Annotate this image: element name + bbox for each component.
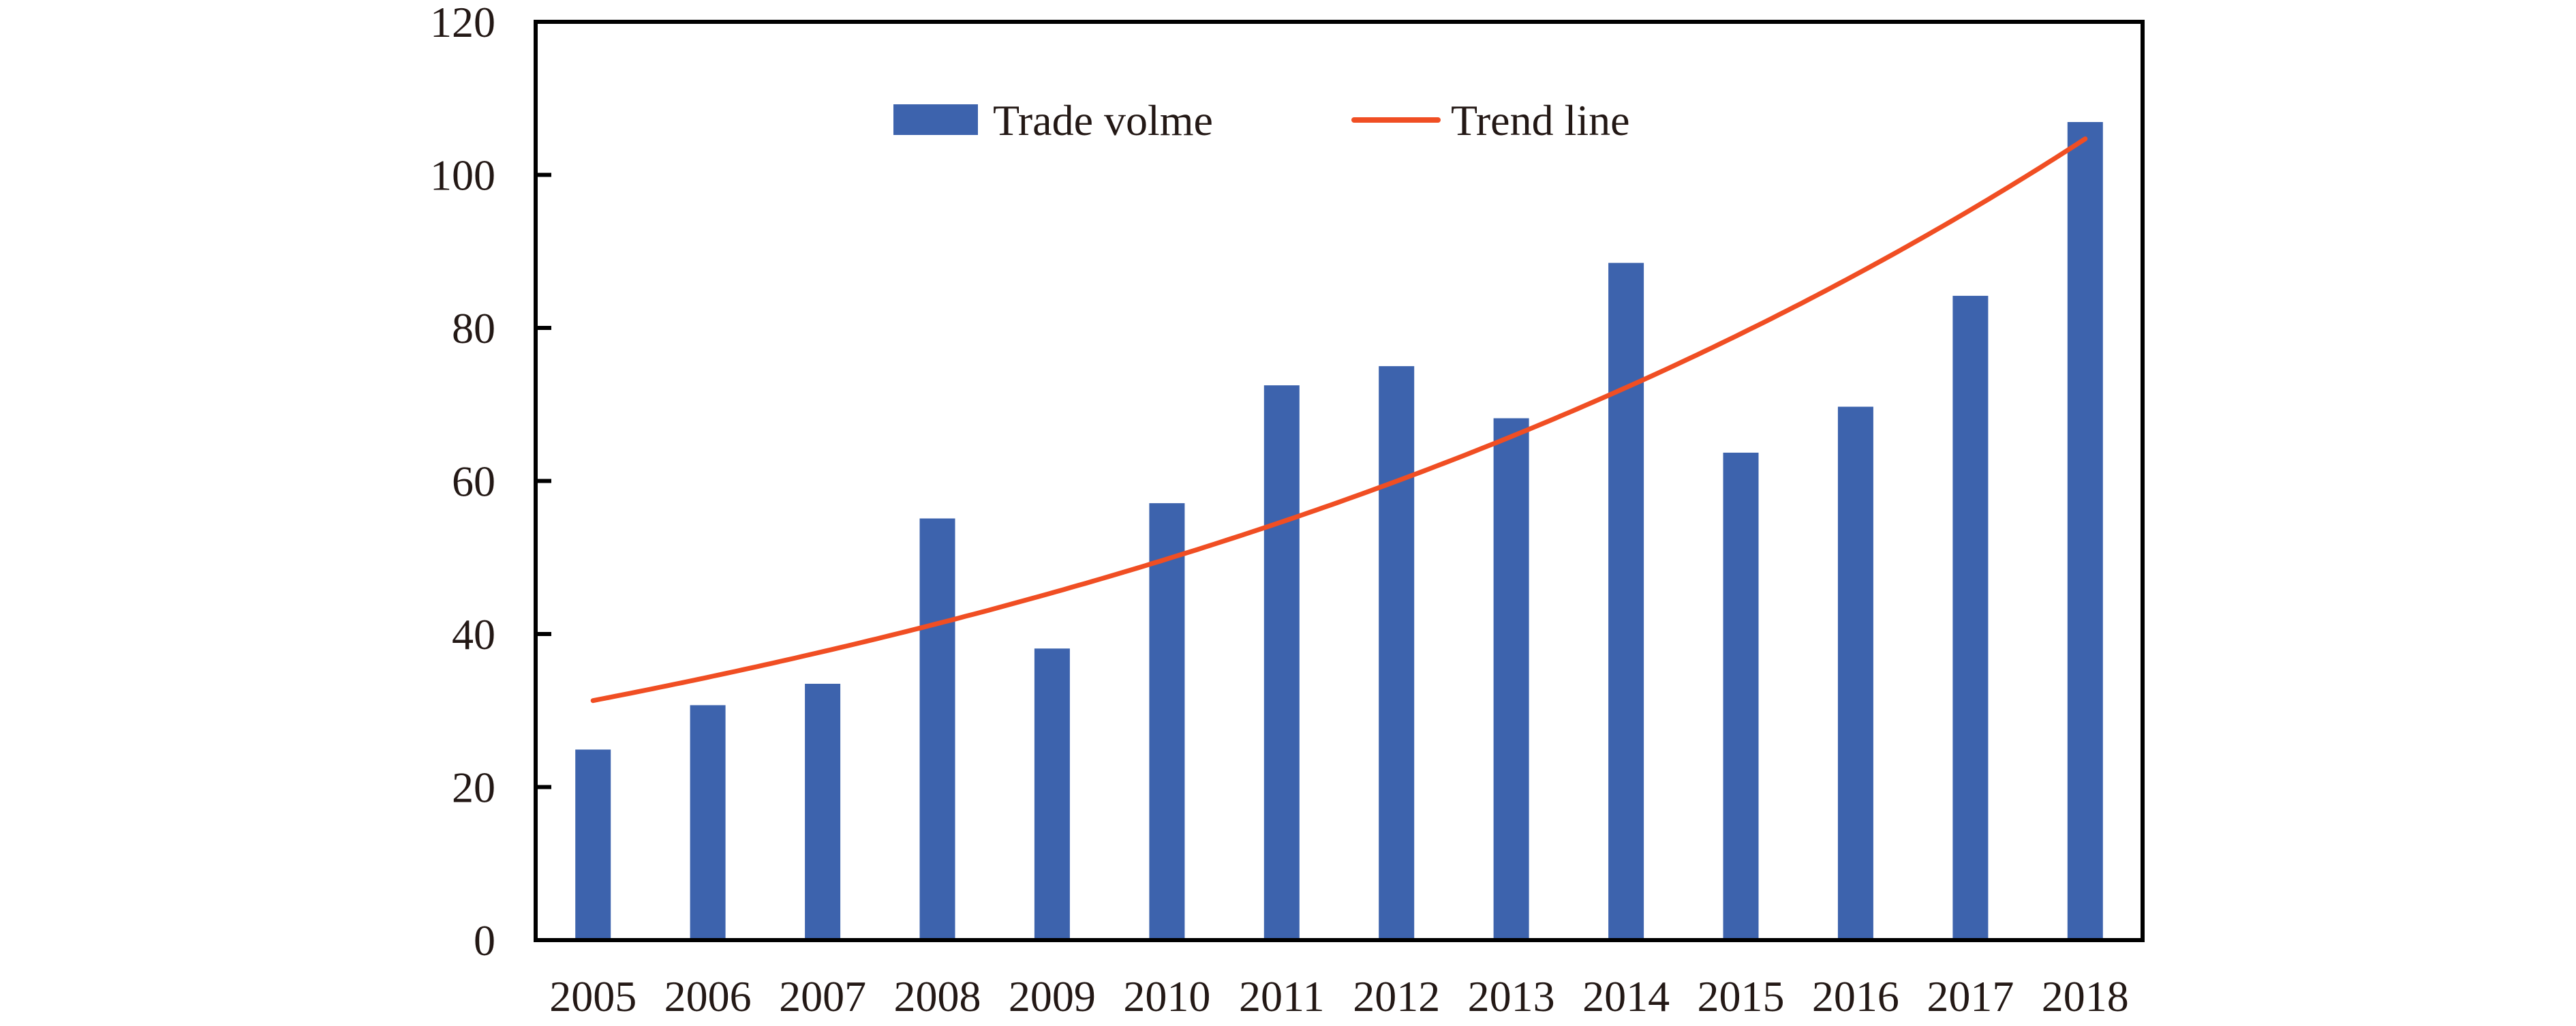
y-tick-label: 60 (452, 457, 495, 506)
legend-label-trend-line: Trend line (1451, 96, 1630, 145)
x-tick-label: 2018 (2042, 972, 2129, 1021)
y-tick-label: 20 (452, 764, 495, 812)
bar-2014 (1608, 262, 1644, 941)
bar-2010 (1149, 503, 1185, 940)
legend-label-trade-volume: Trade volme (993, 96, 1213, 145)
y-tick-label: 120 (430, 0, 495, 46)
x-tick-label: 2013 (1468, 972, 1555, 1021)
bar-2005 (575, 749, 611, 940)
x-tick-label: 2007 (779, 972, 866, 1021)
bar-2007 (805, 684, 841, 940)
x-tick-label: 2009 (1009, 972, 1096, 1021)
legend: Trade volme Trend line (893, 96, 1630, 145)
x-tick-label: 2015 (1698, 972, 1785, 1021)
x-tick-label: 2005 (549, 972, 637, 1021)
x-tick-label: 2014 (1582, 972, 1670, 1021)
bar-2018 (2067, 122, 2103, 940)
bar-2013 (1493, 418, 1529, 940)
bar-2008 (919, 518, 955, 940)
axes (534, 20, 2145, 942)
bar-2017 (1952, 295, 1989, 940)
y-tick-label: 80 (452, 304, 495, 352)
x-axis-labels: 2005 2006 2007 2008 2009 2010 2011 2012 2013 2014… (549, 972, 2129, 1021)
bar-series (575, 122, 2103, 941)
bar-2011 (1263, 385, 1300, 940)
legend-swatch-trade-volume (893, 104, 978, 135)
x-tick-label: 2006 (664, 972, 752, 1021)
bar-2006 (690, 705, 726, 940)
y-axis-ticks: 0 20 40 60 80 100 120 (430, 0, 551, 965)
bar-2012 (1379, 366, 1415, 940)
bar-2015 (1723, 453, 1759, 940)
x-tick-label: 2011 (1239, 972, 1325, 1021)
trend-line (590, 136, 2088, 704)
x-tick-label: 2012 (1353, 972, 1440, 1021)
y-tick-label: 100 (430, 151, 495, 200)
x-tick-label: 2017 (1927, 972, 2014, 1021)
bar-2016 (1837, 406, 1873, 940)
y-tick-label: 0 (474, 916, 495, 965)
bar-2009 (1034, 648, 1070, 940)
plot-frame (534, 20, 2145, 942)
y-tick-label: 40 (452, 610, 495, 659)
x-tick-label: 2016 (1812, 972, 1899, 1021)
x-tick-label: 2010 (1123, 972, 1210, 1021)
x-tick-label: 2008 (894, 972, 981, 1021)
